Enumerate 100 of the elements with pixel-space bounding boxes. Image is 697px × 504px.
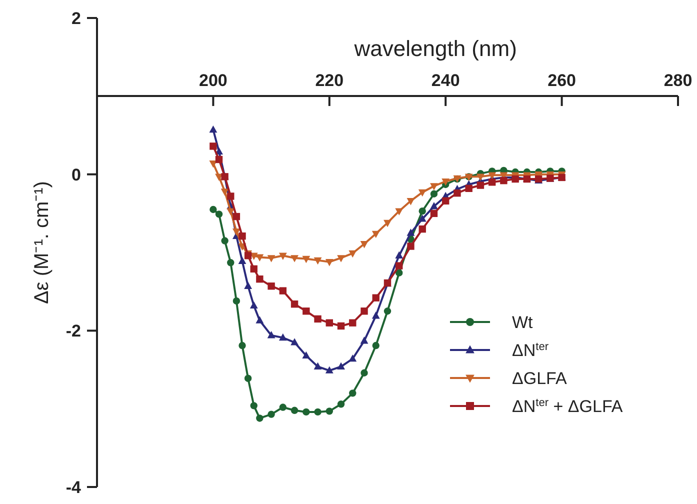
point xyxy=(337,322,345,330)
point xyxy=(238,256,246,264)
point xyxy=(360,308,368,315)
point xyxy=(476,182,484,189)
point xyxy=(209,125,218,133)
point xyxy=(302,408,310,416)
point xyxy=(372,342,380,350)
legend-label: ΔN$^{ter}$ + ΔGLFA xyxy=(512,396,624,416)
y-axis-title: Δε (M⁻¹. cm⁻¹) xyxy=(31,181,53,304)
point xyxy=(302,256,310,264)
point xyxy=(384,220,392,228)
y-tick-label: 0 xyxy=(72,165,81,184)
point xyxy=(325,259,334,266)
point xyxy=(396,262,403,270)
point xyxy=(476,174,484,181)
point xyxy=(406,198,415,206)
point xyxy=(244,374,252,382)
point xyxy=(238,342,246,350)
point xyxy=(250,265,258,273)
point xyxy=(384,308,392,315)
point xyxy=(256,316,264,324)
point xyxy=(215,156,223,164)
point xyxy=(267,331,276,338)
point xyxy=(372,294,380,302)
x-tick-label: 260 xyxy=(548,71,576,90)
point xyxy=(221,237,228,244)
point xyxy=(430,190,438,198)
point xyxy=(268,282,275,290)
point xyxy=(396,269,403,276)
point xyxy=(372,311,380,319)
point xyxy=(360,241,368,248)
point xyxy=(244,282,252,289)
point xyxy=(442,197,450,205)
point xyxy=(349,319,356,326)
point xyxy=(407,242,414,250)
point xyxy=(349,390,356,397)
point xyxy=(268,410,275,418)
point xyxy=(215,210,223,218)
point xyxy=(418,189,426,197)
point xyxy=(302,351,310,359)
x-tick-label: 200 xyxy=(199,71,228,90)
point xyxy=(290,338,298,346)
point xyxy=(250,301,258,309)
legend-label: ΔGLFA xyxy=(512,368,568,388)
point xyxy=(267,255,276,262)
point xyxy=(232,297,240,305)
point xyxy=(500,176,508,184)
point xyxy=(465,184,472,192)
point xyxy=(488,178,496,186)
point xyxy=(454,189,461,197)
point xyxy=(337,362,345,370)
point xyxy=(406,228,415,236)
point xyxy=(488,172,496,180)
point xyxy=(325,366,334,374)
point xyxy=(395,251,404,259)
point xyxy=(430,210,438,218)
point xyxy=(227,259,234,266)
point xyxy=(279,404,287,411)
point xyxy=(250,402,258,410)
point xyxy=(326,319,333,326)
point xyxy=(227,192,234,200)
point xyxy=(418,225,426,233)
point xyxy=(314,362,322,370)
x-axis-title: wavelength (nm) xyxy=(353,36,517,61)
y-tick-label: 2 xyxy=(72,8,81,28)
point xyxy=(256,254,264,262)
point xyxy=(279,287,287,294)
point xyxy=(442,178,450,186)
point xyxy=(337,400,345,408)
point xyxy=(290,255,298,262)
y-tick-label: -2 xyxy=(66,322,81,341)
point xyxy=(348,354,357,362)
point xyxy=(372,230,380,238)
point xyxy=(348,250,357,258)
point xyxy=(337,255,345,262)
point xyxy=(302,308,310,315)
point xyxy=(256,414,264,422)
point xyxy=(418,214,426,222)
x-tick-label: 280 xyxy=(664,71,692,90)
point xyxy=(314,408,322,416)
point xyxy=(210,142,217,150)
point xyxy=(360,336,368,344)
point xyxy=(238,232,246,240)
point xyxy=(314,257,322,265)
point xyxy=(256,275,264,283)
point xyxy=(512,175,519,183)
legend-label: ΔN$^{ter}$ xyxy=(512,340,549,360)
point xyxy=(220,188,229,196)
x-tick-label: 220 xyxy=(315,71,344,90)
point xyxy=(232,228,240,236)
point xyxy=(430,202,438,210)
point xyxy=(314,315,322,323)
point xyxy=(430,183,438,190)
point xyxy=(210,206,217,214)
point xyxy=(278,252,287,260)
point xyxy=(290,406,298,414)
point xyxy=(326,408,333,415)
point xyxy=(418,207,426,215)
y-tick-label: -4 xyxy=(66,478,82,497)
legend-label: Wt xyxy=(512,312,534,332)
